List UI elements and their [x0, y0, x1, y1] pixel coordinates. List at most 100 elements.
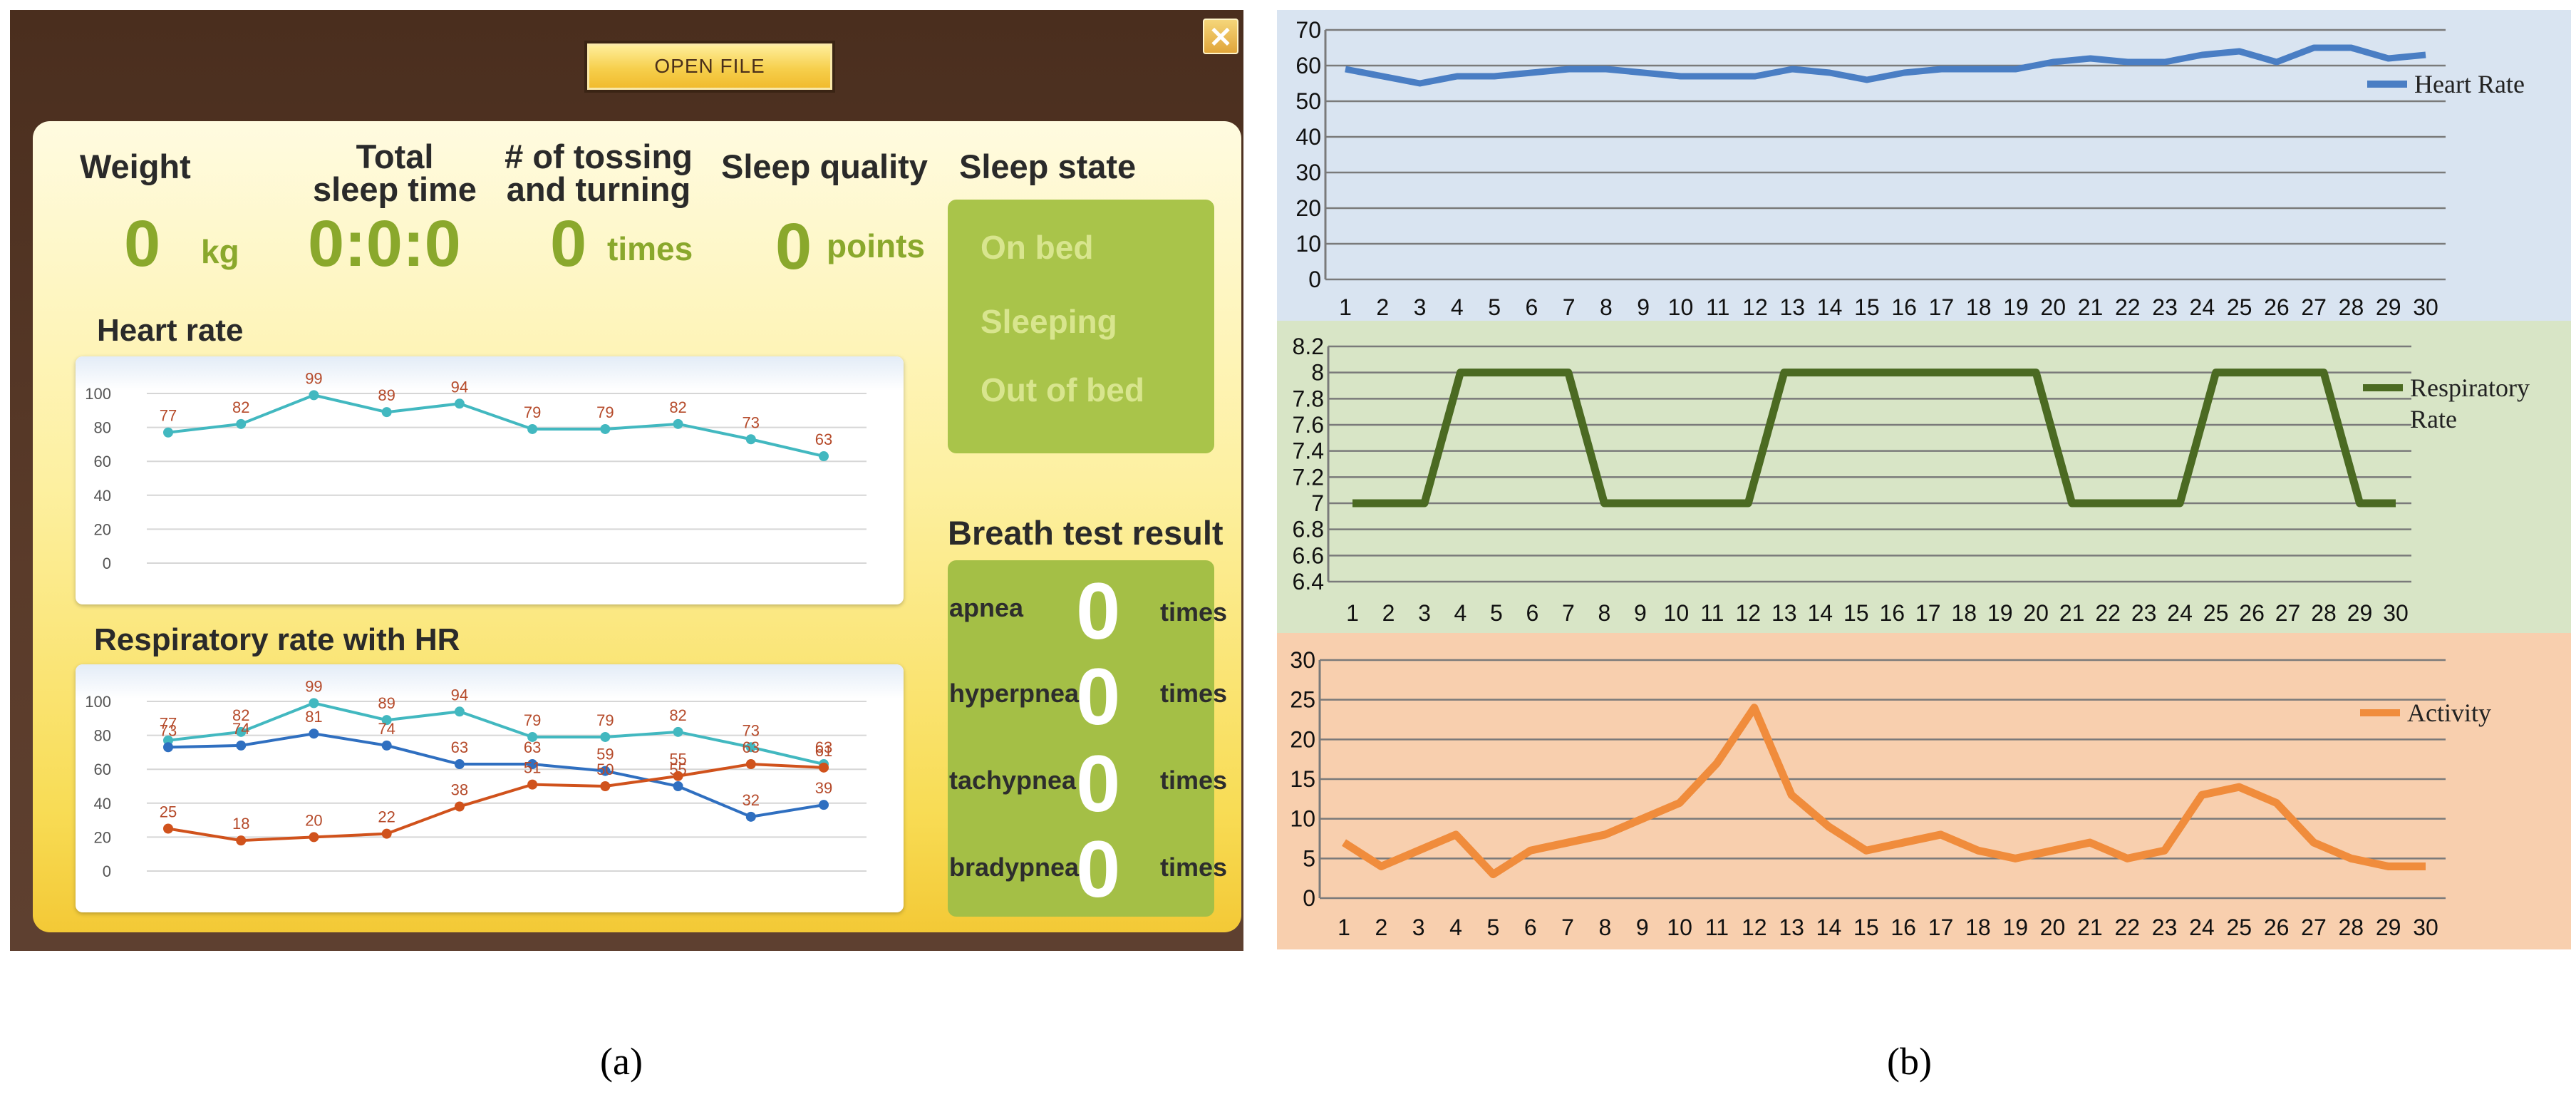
activity-panel: 0 5 10 15 20 25 30 1 2 3 4 5 6 7 8 9 10 11 12 13 14 15 16 17 18 1… — [1277, 633, 2571, 949]
data-point — [600, 423, 611, 434]
x-tick-label: 17 — [1928, 915, 1954, 940]
data-point — [454, 398, 465, 409]
data-point — [673, 781, 683, 791]
state-on-bed: On bed — [981, 229, 1094, 266]
caption-b: (b) — [1887, 1040, 1932, 1083]
data-label: 74 — [378, 720, 395, 738]
total-sleep-title-line1: Total — [356, 138, 434, 175]
y-tick-label: 40 — [94, 795, 111, 813]
data-label: 94 — [451, 378, 468, 396]
data-label: 63 — [815, 431, 832, 448]
x-tick-label: 14 — [1807, 600, 1833, 626]
data-point — [309, 728, 319, 739]
y-tick-label: 40 — [94, 487, 111, 505]
x-tick-label: 6 — [1525, 294, 1538, 320]
weight-value: 0 — [124, 207, 161, 280]
x-tick-label: 11 — [1700, 600, 1724, 626]
y-tick-label: 30 — [1295, 160, 1321, 185]
data-label: 63 — [524, 738, 541, 756]
x-tick-label: 9 — [1634, 600, 1647, 626]
x-tick-label: 15 — [1853, 915, 1879, 940]
data-label: 61 — [815, 742, 832, 760]
x-tick-label: 20 — [2023, 600, 2049, 626]
x-tick-label: 23 — [2131, 600, 2157, 626]
x-tick-label: 25 — [2227, 294, 2252, 320]
x-tick-label: 28 — [2339, 294, 2364, 320]
y-tick-label: 50 — [1295, 88, 1321, 114]
x-tick-label: 21 — [2077, 915, 2103, 940]
y-tick-label: 20 — [1290, 726, 1315, 752]
data-label: 89 — [378, 694, 395, 712]
breath-label-tachypnea: tachypnea — [949, 766, 1077, 795]
data-label: 73 — [743, 721, 760, 739]
y-tick-label: 7.4 — [1293, 438, 1324, 464]
x-tick-label: 14 — [1817, 294, 1843, 320]
y-tick-label: 7.6 — [1293, 412, 1324, 438]
x-tick-label: 28 — [2339, 915, 2364, 940]
x-tick-label: 18 — [1951, 600, 1977, 626]
heart-rate-chart: 0 20 40 60 80 100 77 82 99 89 94 79 79 82 73 63 — [85, 369, 867, 572]
data-label: 94 — [451, 686, 468, 704]
close-button[interactable]: ✕ — [1203, 19, 1238, 54]
x-tick-label: 24 — [2167, 600, 2193, 626]
x-tick-label: 3 — [1412, 915, 1425, 940]
x-tick-label: 6 — [1524, 915, 1537, 940]
data-point — [745, 759, 756, 770]
data-label: 63 — [743, 738, 760, 756]
x-tick-label: 16 — [1891, 294, 1917, 320]
data-label: 39 — [815, 779, 832, 797]
x-tick-label: 18 — [1966, 294, 1992, 320]
x-tick-label: 26 — [2239, 600, 2265, 626]
x-tick-label: 3 — [1414, 294, 1427, 320]
x-tick-label: 25 — [2203, 600, 2229, 626]
y-tick-label: 80 — [94, 727, 111, 745]
x-tick-label: 22 — [2114, 915, 2140, 940]
x-tick-label: 29 — [2347, 600, 2373, 626]
x-tick-label: 5 — [1488, 294, 1501, 320]
x-tick-label: 22 — [2115, 294, 2141, 320]
data-point — [454, 801, 465, 812]
data-label: 99 — [305, 369, 322, 387]
x-tick-label: 1 — [1346, 600, 1359, 626]
data-label: 25 — [160, 803, 177, 821]
breath-count-tachypnea: 0 — [1076, 739, 1121, 828]
data-point — [381, 828, 392, 839]
y-tick-label: 6.8 — [1293, 517, 1324, 542]
data-label: 89 — [378, 386, 395, 404]
data-point — [381, 407, 392, 418]
x-tick-label: 29 — [2376, 294, 2401, 320]
breath-count-hyperpnea: 0 — [1076, 652, 1121, 741]
x-tick-label: 22 — [2095, 600, 2121, 626]
data-label: 81 — [305, 708, 322, 726]
x-tick-label: 3 — [1418, 600, 1431, 626]
x-tick-label: 27 — [2301, 915, 2327, 940]
data-label: 74 — [232, 720, 249, 738]
tossing-title-line2: and turning — [506, 170, 691, 208]
x-tick-label: 4 — [1449, 915, 1462, 940]
x-tick-label: 17 — [1929, 294, 1955, 320]
sleep-quality-unit: points — [827, 227, 925, 264]
x-tick-label: 2 — [1375, 915, 1387, 940]
x-tick-label: 12 — [1742, 915, 1767, 940]
x-tick-label: 5 — [1490, 600, 1503, 626]
data-point — [236, 835, 247, 846]
data-point — [600, 766, 611, 776]
x-tick-label: 9 — [1636, 915, 1649, 940]
data-point — [600, 731, 611, 742]
data-label: 79 — [524, 403, 541, 421]
respiratory-rate-panel: 6.4 6.6 6.8 7 7.2 7.4 7.6 7.8 8 8.2 1 2 3 4 5 6 7 8 9 10 11 1… — [1277, 321, 2571, 633]
tossing-value: 0 — [550, 207, 587, 280]
open-file-button[interactable]: OPEN FILE — [584, 41, 835, 93]
data-label: 73 — [160, 721, 177, 739]
breath-label-hyperpnea: hyperpnea — [949, 679, 1080, 708]
y-tick-label: 20 — [1295, 195, 1321, 221]
sleep-quality-title: Sleep quality — [721, 148, 928, 185]
x-tick-label: 21 — [2078, 294, 2104, 320]
data-point — [236, 418, 247, 429]
x-tick-label: 4 — [1454, 600, 1467, 626]
x-tick-label: 13 — [1771, 600, 1797, 626]
breath-count-apnea: 0 — [1076, 567, 1121, 656]
x-tick-label: 21 — [2059, 600, 2085, 626]
y-tick-label: 30 — [1290, 647, 1315, 673]
x-tick-label: 18 — [1965, 915, 1991, 940]
